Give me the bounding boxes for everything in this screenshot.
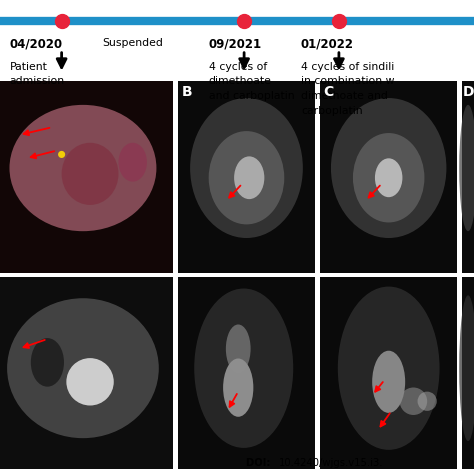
Circle shape — [418, 392, 437, 411]
Ellipse shape — [331, 98, 447, 238]
Ellipse shape — [209, 131, 284, 224]
Text: D: D — [463, 85, 474, 100]
Text: 01/2022: 01/2022 — [301, 38, 354, 51]
Bar — [462, 277, 474, 469]
Ellipse shape — [31, 338, 64, 387]
Text: 09/2021: 09/2021 — [209, 38, 262, 51]
Ellipse shape — [7, 298, 159, 438]
Ellipse shape — [459, 105, 474, 231]
Bar — [0, 277, 173, 469]
Text: Suspended: Suspended — [102, 38, 163, 48]
Text: B: B — [182, 85, 192, 100]
Bar — [320, 81, 457, 273]
Point — [335, 18, 343, 25]
Ellipse shape — [338, 287, 439, 450]
Point — [58, 18, 65, 25]
Text: 04/2020: 04/2020 — [9, 38, 63, 51]
Bar — [0, 81, 173, 273]
Ellipse shape — [194, 289, 293, 448]
Ellipse shape — [58, 151, 65, 158]
Bar — [320, 277, 457, 469]
Ellipse shape — [234, 156, 264, 199]
Point — [240, 18, 248, 25]
Circle shape — [400, 388, 427, 415]
Ellipse shape — [226, 325, 251, 373]
Ellipse shape — [353, 133, 424, 222]
Circle shape — [66, 358, 114, 406]
Bar — [178, 81, 315, 273]
Ellipse shape — [375, 158, 402, 197]
Ellipse shape — [190, 98, 303, 238]
Text: Patient
admission: Patient admission — [9, 62, 64, 86]
Text: DOI:: DOI: — [246, 458, 274, 468]
Bar — [178, 277, 315, 469]
Text: 4 cycles of
dimethoate
and carboplatin: 4 cycles of dimethoate and carboplatin — [209, 62, 294, 101]
Text: 4 cycles of sindili
in combination w
dimethoate and
carboplatin: 4 cycles of sindili in combination w dim… — [301, 62, 394, 116]
Ellipse shape — [372, 351, 405, 413]
Ellipse shape — [9, 105, 156, 231]
Text: 10.4240/wjgs.v15.i3.: 10.4240/wjgs.v15.i3. — [279, 458, 383, 468]
Ellipse shape — [223, 358, 253, 417]
Ellipse shape — [62, 143, 118, 205]
Text: C: C — [324, 85, 334, 100]
Bar — [462, 81, 474, 273]
Ellipse shape — [459, 295, 474, 441]
Ellipse shape — [118, 143, 147, 182]
